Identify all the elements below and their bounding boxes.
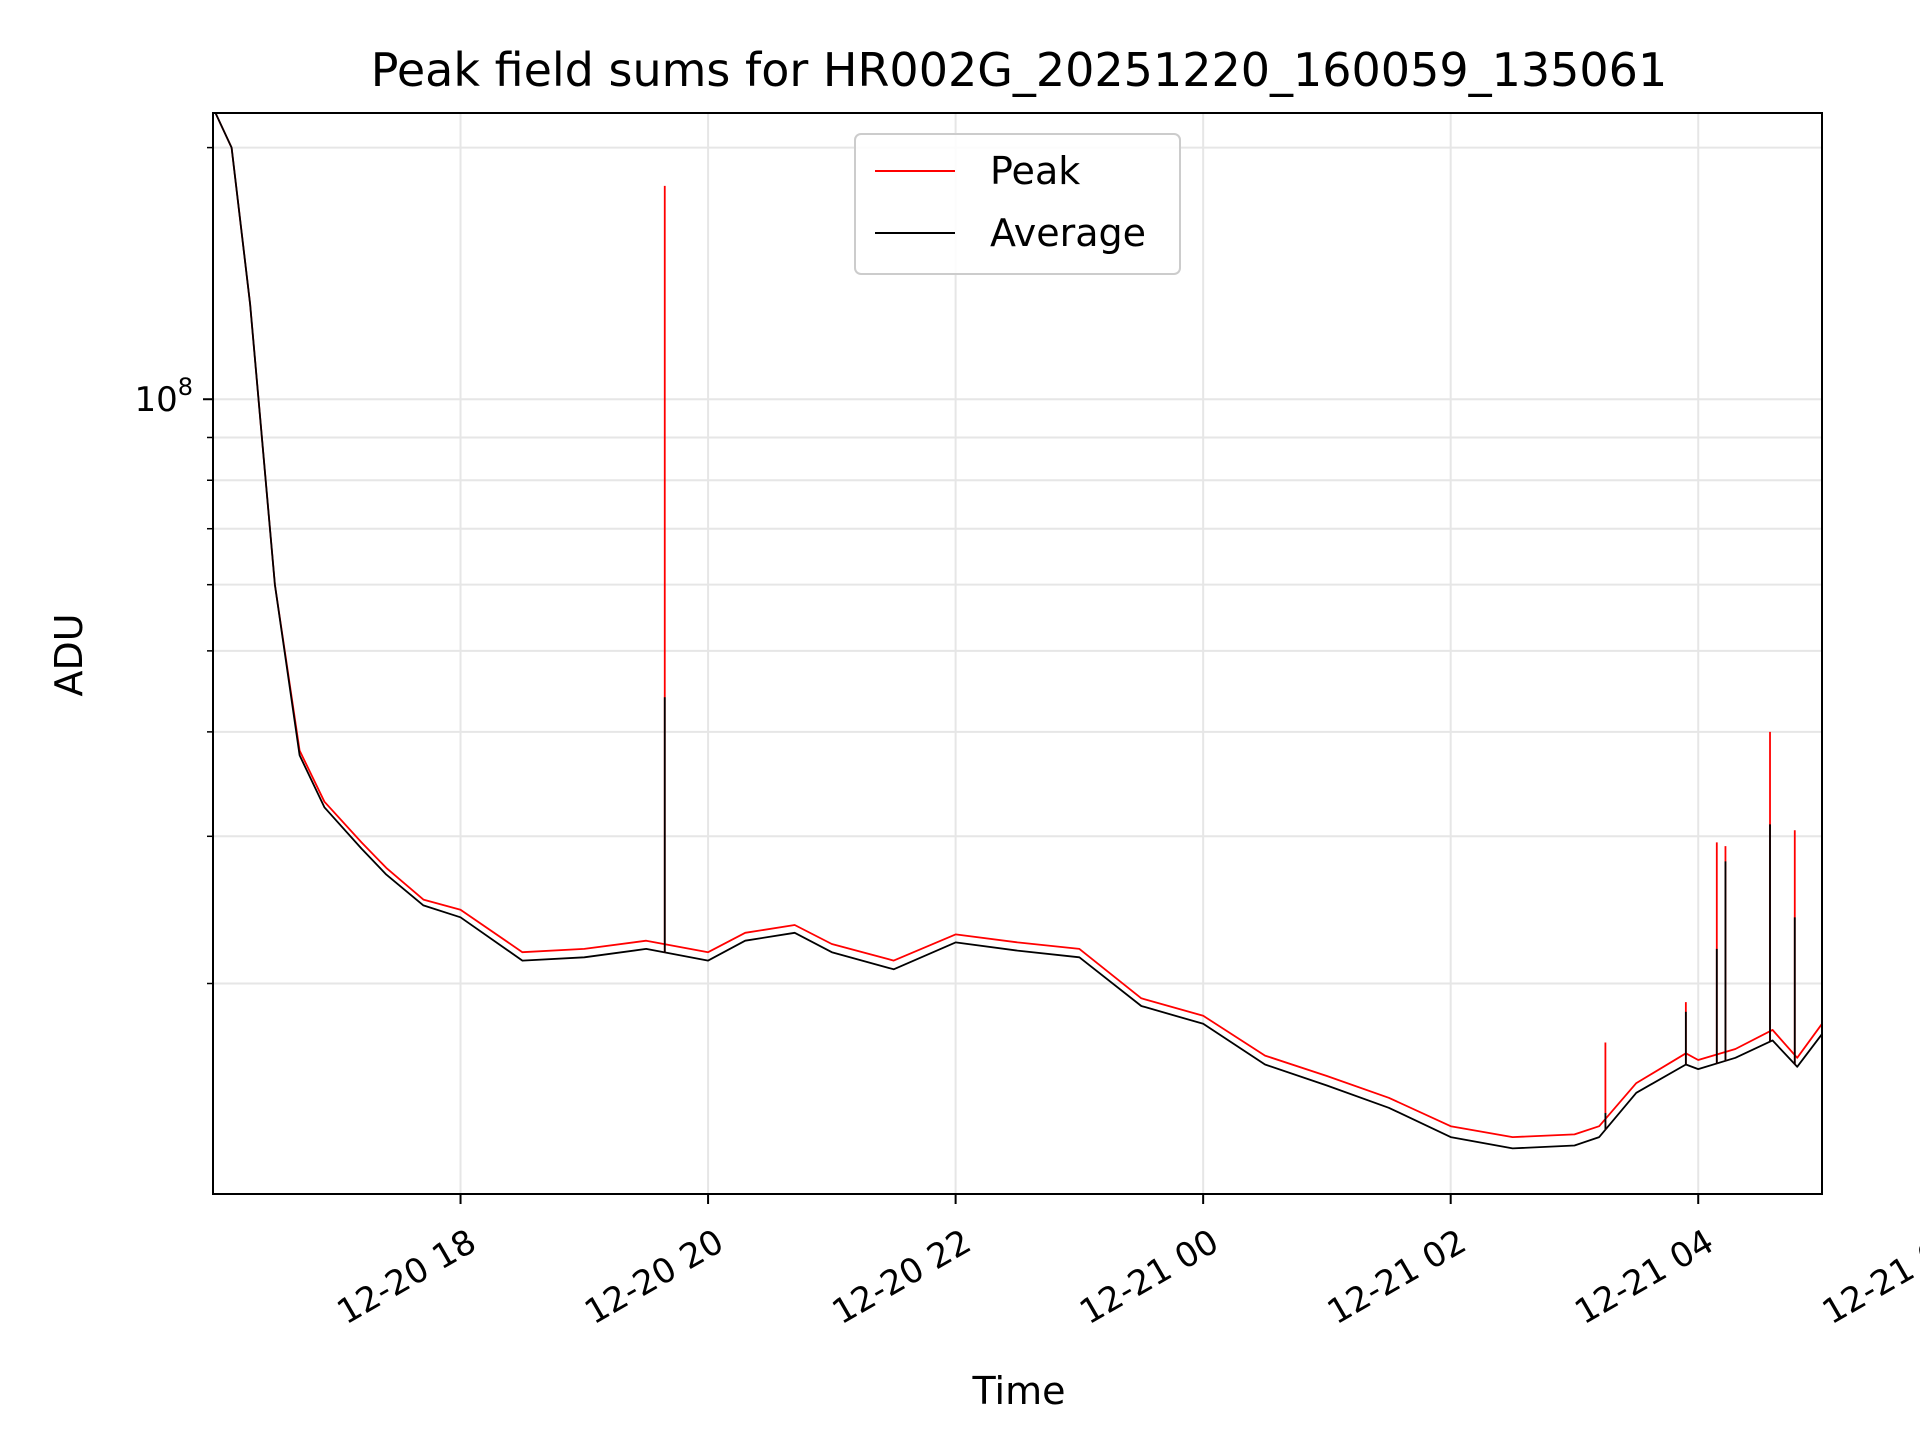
legend-average-label: Average	[990, 211, 1146, 255]
y-tick-base: 10	[134, 380, 177, 420]
legend: Peak Average	[854, 133, 1181, 275]
peak-series-line	[214, 113, 1822, 1138]
legend-box	[854, 133, 1181, 275]
average-series-line	[214, 113, 1822, 1150]
y-tick-exponent: 8	[178, 373, 193, 401]
plot-frame	[212, 112, 1823, 1195]
y-axis-label: ADU	[47, 613, 91, 696]
x-axis-label: Time	[972, 1369, 1066, 1413]
y-tick-label: 108	[134, 373, 193, 420]
plot-area	[213, 113, 1822, 1194]
chart-title: Peak field sums for HR002G_20251220_1600…	[371, 43, 1667, 97]
legend-peak-label: Peak	[990, 149, 1080, 193]
series-layer	[214, 113, 1822, 1150]
